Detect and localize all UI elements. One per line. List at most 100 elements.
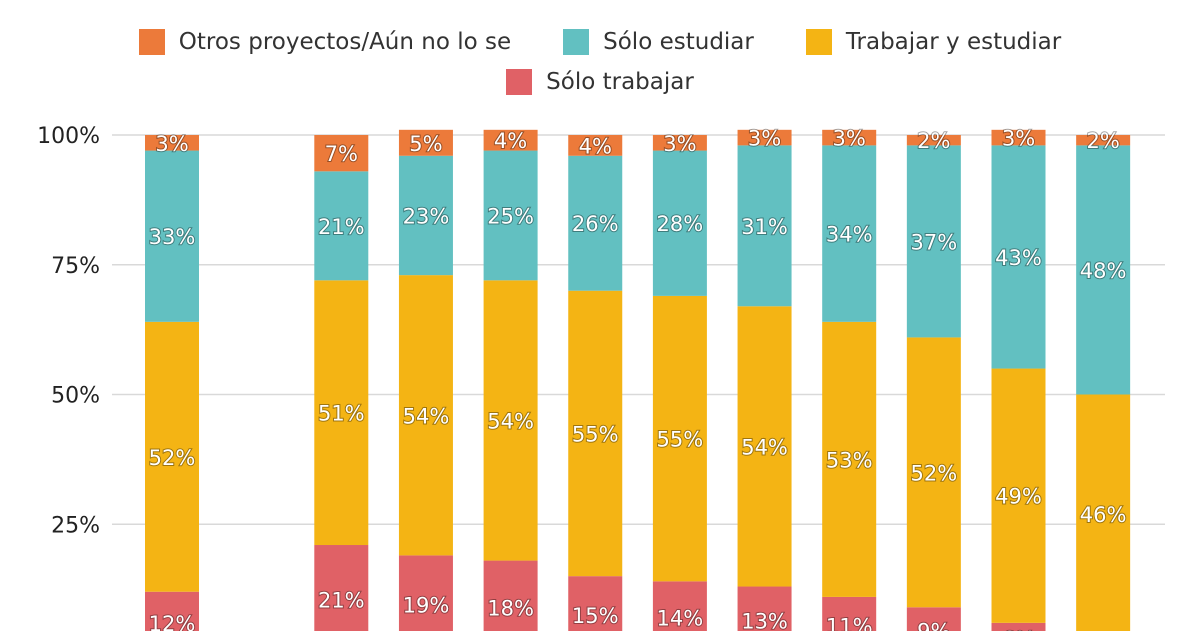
bar-segment-5-solo-trabajar [483,560,538,631]
bar-segment-3-solo-trabajar [314,545,369,631]
bar-segment-8-solo-estudiar [737,145,792,307]
legend-item-solo-trabajar[interactable]: Sólo trabajar [506,69,694,95]
bar-segment-12-trabajar-y-estudiar [1076,394,1131,631]
bar-segment-1-trabajar-y-estudiar [145,321,199,592]
data-label-3-solo-estudiar: 21% [318,215,365,239]
bar-segment-6-solo-estudiar [568,155,623,291]
bar-segment-6-solo-trabajar [568,576,623,631]
data-label-1-solo-estudiar: 33% [149,225,196,249]
data-label-11-solo-estudiar: 43% [995,246,1042,270]
data-label-11-solo-trabajar: 6% [1002,627,1035,631]
data-label-8-trabajar-y-estudiar: 54% [741,435,788,459]
data-label-7-trabajar-y-estudiar: 55% [657,428,704,452]
data-label-4-trabajar-y-estudiar: 54% [403,404,450,428]
data-label-7-otros-proyectos-aun-no-lo-se: 3% [663,132,696,156]
bar-segment-10-otros-proyectos-aun-no-lo-se [906,135,961,146]
y-tick-label-25: 25% [51,513,100,538]
legend-label-otros: Otros proyectos/Aún no lo se [178,29,512,55]
data-label-6-solo-estudiar: 26% [572,212,619,236]
data-label-1-trabajar-y-estudiar: 52% [149,446,196,470]
y-tick-label-75: 75% [51,254,100,279]
data-label-3-solo-trabajar: 21% [318,589,365,613]
data-label-10-trabajar-y-estudiar: 52% [911,461,958,485]
data-label-12-solo-estudiar: 48% [1080,259,1127,283]
bar-segment-8-trabajar-y-estudiar [737,306,792,587]
bar-segment-6-otros-proyectos-aun-no-lo-se [568,135,623,156]
data-label-12-trabajar-y-estudiar: 46% [1080,503,1127,527]
legend-label-solo-trabajar: Sólo trabajar [546,69,694,95]
legend-row-1: Otros proyectos/Aún no lo se Sólo estudi… [113,22,1087,62]
bar-segment-5-trabajar-y-estudiar [483,280,538,561]
chart-legend: Otros proyectos/Aún no lo se Sólo estudi… [0,22,1200,102]
bar-segment-7-otros-proyectos-aun-no-lo-se [652,135,707,151]
data-label-11-trabajar-y-estudiar: 49% [995,485,1042,509]
bar-segment-9-solo-estudiar [822,145,877,322]
data-label-5-solo-estudiar: 25% [487,204,534,228]
legend-item-otros[interactable]: Otros proyectos/Aún no lo se [138,29,512,55]
data-label-7-solo-trabajar: 14% [657,607,704,631]
bar-segment-6-trabajar-y-estudiar [568,290,623,577]
bar-segment-10-solo-trabajar [906,607,961,631]
bar-segment-4-solo-trabajar [398,555,453,631]
bar-segment-8-otros-proyectos-aun-no-lo-se [737,129,792,146]
bar-segment-10-solo-estudiar [906,145,961,338]
bar-segment-7-trabajar-y-estudiar [652,295,707,582]
y-tick-label-100: 100% [37,124,100,149]
data-label-8-solo-trabajar: 13% [741,609,788,631]
data-label-7-solo-estudiar: 28% [657,212,704,236]
bar-segment-11-solo-trabajar [991,622,1046,631]
bar-segment-12-otros-proyectos-aun-no-lo-se [1076,135,1131,146]
data-label-9-solo-estudiar: 34% [826,223,873,247]
bar-segment-11-solo-estudiar [991,145,1046,369]
bar-segment-4-solo-estudiar [398,155,453,276]
bar-segment-8-solo-trabajar [737,586,792,631]
data-label-9-trabajar-y-estudiar: 53% [826,448,873,472]
y-tick-label-50: 50% [51,384,100,409]
data-label-6-trabajar-y-estudiar: 55% [572,422,619,446]
data-label-4-solo-estudiar: 23% [403,204,450,228]
bar-segment-11-trabajar-y-estudiar [991,368,1046,623]
bar-segment-9-solo-trabajar [822,596,877,631]
legend-swatch-otros [138,29,165,55]
bar-segment-1-solo-estudiar [145,150,199,322]
bar-segment-10-trabajar-y-estudiar [906,337,961,608]
bar-segment-3-trabajar-y-estudiar [314,280,369,546]
data-label-10-otros-proyectos-aun-no-lo-se: 2% [917,129,950,153]
bar-segment-3-otros-proyectos-aun-no-lo-se [314,135,369,172]
bar-segment-5-solo-estudiar [483,150,538,281]
bar-segment-1-otros-proyectos-aun-no-lo-se [145,135,199,151]
data-label-12-otros-proyectos-aun-no-lo-se: 2% [1086,129,1119,153]
legend-label-trabajar-y-estudiar: Trabajar y estudiar [845,29,1062,55]
data-label-4-otros-proyectos-aun-no-lo-se: 5% [409,132,442,156]
data-label-6-otros-proyectos-aun-no-lo-se: 4% [579,134,612,158]
data-label-5-solo-trabajar: 18% [487,596,534,620]
legend-swatch-solo-trabajar [506,69,533,95]
data-label-8-solo-estudiar: 31% [741,215,788,239]
bar-segment-7-solo-estudiar [652,150,707,296]
data-label-3-trabajar-y-estudiar: 51% [318,402,365,426]
bar-segment-9-otros-proyectos-aun-no-lo-se [822,129,877,146]
bar-segment-11-otros-proyectos-aun-no-lo-se [991,129,1046,146]
bar-segment-5-otros-proyectos-aun-no-lo-se [483,129,538,151]
data-label-10-solo-estudiar: 37% [911,230,958,254]
bar-segment-1-solo-trabajar [145,591,199,631]
data-label-9-solo-trabajar: 11% [826,614,873,631]
legend-item-solo-estudiar[interactable]: Sólo estudiar [563,29,754,55]
bar-segment-12-solo-estudiar [1076,145,1131,395]
data-label-1-otros-proyectos-aun-no-lo-se: 3% [155,132,188,156]
data-label-9-otros-proyectos-aun-no-lo-se: 3% [833,127,866,151]
data-label-1-solo-trabajar: 12% [149,612,196,631]
data-label-8-otros-proyectos-aun-no-lo-se: 3% [748,127,781,151]
data-label-10-solo-trabajar: 9% [917,620,950,631]
data-label-11-otros-proyectos-aun-no-lo-se: 3% [1002,127,1035,151]
bar-segment-4-trabajar-y-estudiar [398,275,453,556]
bar-segment-9-trabajar-y-estudiar [822,321,877,597]
legend-row-2: Sólo trabajar [480,62,720,102]
data-label-5-otros-proyectos-aun-no-lo-se: 4% [494,129,527,153]
legend-swatch-trabajar-y-estudiar [805,29,832,55]
data-label-4-solo-trabajar: 19% [403,594,450,618]
legend-item-trabajar-y-estudiar[interactable]: Trabajar y estudiar [805,29,1062,55]
legend-label-solo-estudiar: Sólo estudiar [603,29,754,55]
data-label-3-otros-proyectos-aun-no-lo-se: 7% [325,142,358,166]
